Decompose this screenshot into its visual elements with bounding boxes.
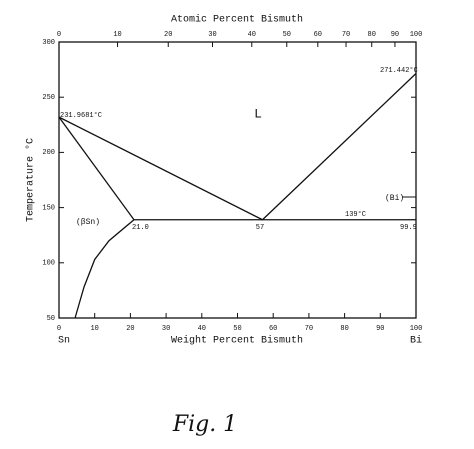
y-tick-label: 150 [42, 204, 55, 212]
phase-line [58, 116, 135, 221]
annotation: 139°C [345, 210, 366, 219]
top-tick-label: 50 [283, 31, 291, 39]
x-tick-label: 70 [305, 325, 313, 333]
x-tick-label: 90 [376, 325, 384, 333]
annotation: (βSn) [76, 218, 100, 227]
annotation: 231.9681°C [60, 111, 102, 120]
top-tick-label: 90 [391, 31, 399, 39]
figure-caption: Fig. 1 [172, 412, 237, 437]
top-tick-label: 70 [342, 31, 350, 39]
y-tick-label: 200 [42, 149, 55, 157]
y-tick-label: 50 [47, 315, 55, 323]
x-tick-label: 20 [126, 325, 134, 333]
top-tick-label: 100 [410, 31, 423, 39]
x-axis-title: Weight Percent Bismuth [171, 335, 303, 347]
top-tick-label: 80 [368, 31, 376, 39]
top-axis-title: Atomic Percent Bismuth [171, 14, 303, 26]
x-tick-label: 100 [410, 325, 423, 333]
x-tick-label: 30 [162, 325, 170, 333]
x-tick-label: 60 [269, 325, 277, 333]
top-tick-label: 0 [57, 31, 61, 39]
x-tick-label: 80 [340, 325, 348, 333]
x-tick-label: 10 [90, 325, 98, 333]
phase-line [262, 73, 417, 221]
phase-line [58, 116, 263, 221]
y-tick-label: 100 [42, 260, 55, 268]
annotation: 57 [256, 224, 264, 232]
plot-frame [58, 41, 417, 319]
annotation: (Bi) [385, 194, 404, 203]
annotation: 21.0 [132, 224, 149, 232]
phase-line [74, 219, 135, 319]
annotation: Bi [410, 335, 422, 347]
top-tick-label: 30 [208, 31, 216, 39]
x-tick-label: 50 [233, 325, 241, 333]
y-axis-title: Temperature °C [25, 138, 37, 222]
x-tick-label: 0 [57, 325, 61, 333]
y-tick-label: 250 [42, 94, 55, 102]
annotation: 99.9 [400, 224, 417, 232]
top-tick-label: 40 [248, 31, 256, 39]
annotation: L [254, 106, 262, 121]
annotation: 271.442°C [380, 66, 418, 75]
top-tick-label: 60 [314, 31, 322, 39]
top-tick-label: 10 [113, 31, 121, 39]
top-tick-label: 20 [164, 31, 172, 39]
x-tick-label: 40 [198, 325, 206, 333]
annotation: Sn [58, 336, 70, 347]
y-tick-label: 300 [42, 39, 55, 47]
